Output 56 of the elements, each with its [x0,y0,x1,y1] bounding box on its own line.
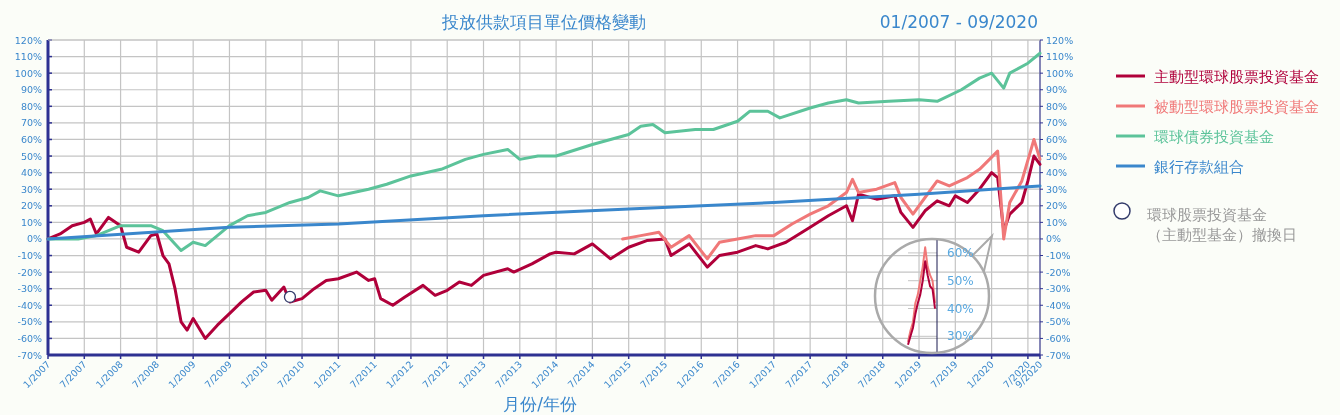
y-tick-label: -50% [17,316,42,328]
y2-tick-label: -70% [1046,349,1071,361]
y2-tick-label: 40% [1046,167,1068,179]
y2-tick-label: -40% [1046,299,1071,311]
chart-subtitle: 01/2007 - 09/2020 [879,12,1038,32]
line-series [621,137,1042,261]
line-series [907,260,936,346]
y2-tick-label: 50% [1046,150,1068,162]
y-tick-label: 80% [20,100,42,112]
y-tick-label: -70% [17,349,42,361]
y-tick-label: -40% [17,299,42,311]
y-tick-label: -60% [17,332,42,344]
y2-tick-label: -30% [1046,283,1071,295]
y-tick-label: 30% [947,329,974,344]
y2-tick-label: 110% [1046,51,1074,63]
y2-tick-label: 60% [1046,133,1068,145]
y-tick-label: 50% [20,150,42,162]
y2-tick-label: -10% [1046,250,1071,262]
y2-tick-label: -20% [1046,266,1071,278]
y-tick-label: 20% [20,200,42,212]
y-tick-label: 60% [947,245,974,260]
y-tick-label: -10% [17,250,42,262]
y2-tick-label: 30% [1046,183,1068,195]
y2-tick-label: 10% [1046,216,1068,228]
y2-tick-label: 80% [1046,100,1068,112]
y2-tick-label: 70% [1046,117,1068,129]
y2-tick-label: 90% [1046,84,1068,96]
y-tick-label: 90% [20,84,42,96]
line-series [907,246,936,343]
y-tick-label: 30% [20,183,42,195]
y-tick-label: 40% [947,301,974,316]
line-series [46,184,1042,241]
legend-label: 環球債券投資基金 [1154,128,1274,146]
y2-tick-label: 100% [1046,67,1074,79]
y-tick-label: 110% [14,51,42,63]
y2-tick-label: 20% [1046,200,1068,212]
y-tick-label: 40% [20,167,42,179]
y2-tick-label: 0% [1046,233,1062,245]
y-tick-label: -20% [17,266,42,278]
chart-title: 投放供款項目單位價格變動 [441,12,646,32]
legend-label: 銀行存款組合 [1154,158,1244,176]
y-tick-label: 100% [14,67,42,79]
y-tick-label: 50% [947,273,974,288]
y-tick-label: 10% [20,216,42,228]
y-tick-label: 120% [14,34,42,46]
legend-label: 被動型環球股票投資基金 [1154,98,1319,116]
y-tick-label: 70% [20,117,42,129]
y-tick-label: 0% [26,233,42,245]
legend-label: 環球股票投資基金（主動型基金）撤換日 [1147,206,1297,244]
y-tick-label: -30% [17,283,42,295]
y2-tick-label: -60% [1046,332,1071,344]
x-axis-title: 月份/年份 [503,394,577,414]
y2-tick-label: 120% [1046,34,1074,46]
y-tick-label: 60% [20,133,42,145]
legend-label: 主動型環球股票投資基金 [1154,68,1319,86]
y2-tick-label: -50% [1046,316,1071,328]
